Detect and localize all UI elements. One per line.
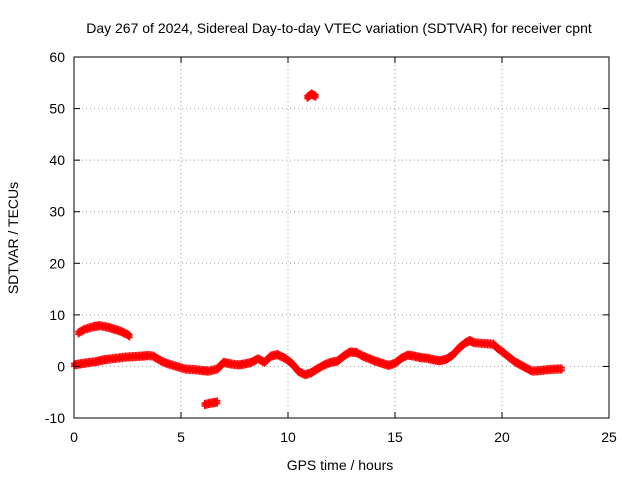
y-tick-label: 0 (57, 358, 65, 374)
x-tick-label: 25 (601, 429, 617, 445)
y-tick-label: 50 (49, 101, 65, 117)
y-tick-label: 40 (49, 152, 65, 168)
x-tick-label: 5 (177, 429, 185, 445)
series-group (304, 89, 319, 102)
data-point (214, 400, 221, 407)
series-group (71, 336, 565, 380)
x-tick-label: 15 (387, 429, 403, 445)
y-tick-label: 60 (49, 49, 65, 65)
data-point (126, 334, 133, 341)
y-tick-label: 20 (49, 255, 65, 271)
x-axis-label: GPS time / hours (287, 457, 394, 473)
x-tick-label: 10 (280, 429, 296, 445)
y-tick-label: -10 (45, 410, 65, 426)
y-axis-label: SDTVAR / TECUs (5, 182, 21, 294)
chart-title: Day 267 of 2024, Sidereal Day-to-day VTE… (86, 20, 592, 36)
plot-area-frame (73, 56, 610, 419)
tick-labels: 0 5 10 15 20 25 -10 0 10 20 30 40 50 60 (45, 49, 617, 445)
data-points (71, 89, 565, 410)
series-group (75, 321, 133, 341)
series-group (201, 397, 221, 410)
data-point (558, 367, 565, 374)
y-tick-label: 10 (49, 307, 65, 323)
x-tick-label: 20 (494, 429, 510, 445)
x-tick-label: 0 (70, 429, 78, 445)
y-tick-label: 30 (49, 204, 65, 220)
data-point (312, 94, 319, 101)
